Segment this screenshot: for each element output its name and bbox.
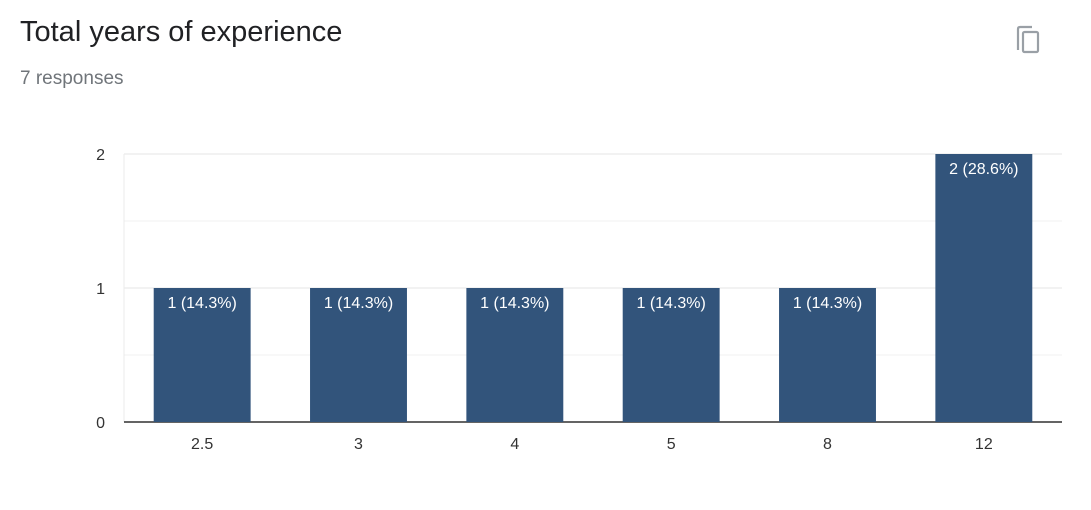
x-tick-label: 12 bbox=[975, 436, 993, 453]
x-tick-label: 5 bbox=[667, 436, 676, 453]
bar-data-label: 1 (14.3%) bbox=[636, 295, 705, 312]
response-count: 7 responses bbox=[20, 68, 124, 89]
x-tick-label: 2.5 bbox=[191, 436, 213, 453]
chart-title: Total years of experience bbox=[20, 16, 343, 48]
x-tick-label: 8 bbox=[823, 436, 832, 453]
bar bbox=[779, 288, 876, 422]
bar bbox=[935, 154, 1033, 422]
bar-data-label: 1 (14.3%) bbox=[480, 295, 549, 312]
x-tick-label: 3 bbox=[354, 436, 363, 453]
bar bbox=[153, 288, 251, 422]
bar-data-label: 2 (28.6%) bbox=[949, 161, 1018, 178]
y-tick-label: 1 bbox=[96, 281, 105, 298]
y-tick-label: 2 bbox=[96, 147, 105, 164]
copy-chart-button[interactable] bbox=[1008, 20, 1046, 58]
bar bbox=[466, 288, 564, 422]
bar bbox=[622, 288, 720, 422]
y-tick-label: 0 bbox=[96, 415, 105, 432]
copy-icon bbox=[1016, 25, 1040, 54]
bar-data-label: 1 (14.3%) bbox=[324, 295, 393, 312]
bar-data-label: 1 (14.3%) bbox=[167, 295, 236, 312]
x-tick-label: 4 bbox=[510, 436, 519, 453]
bar bbox=[310, 288, 407, 422]
bar-data-label: 1 (14.3%) bbox=[793, 295, 862, 312]
